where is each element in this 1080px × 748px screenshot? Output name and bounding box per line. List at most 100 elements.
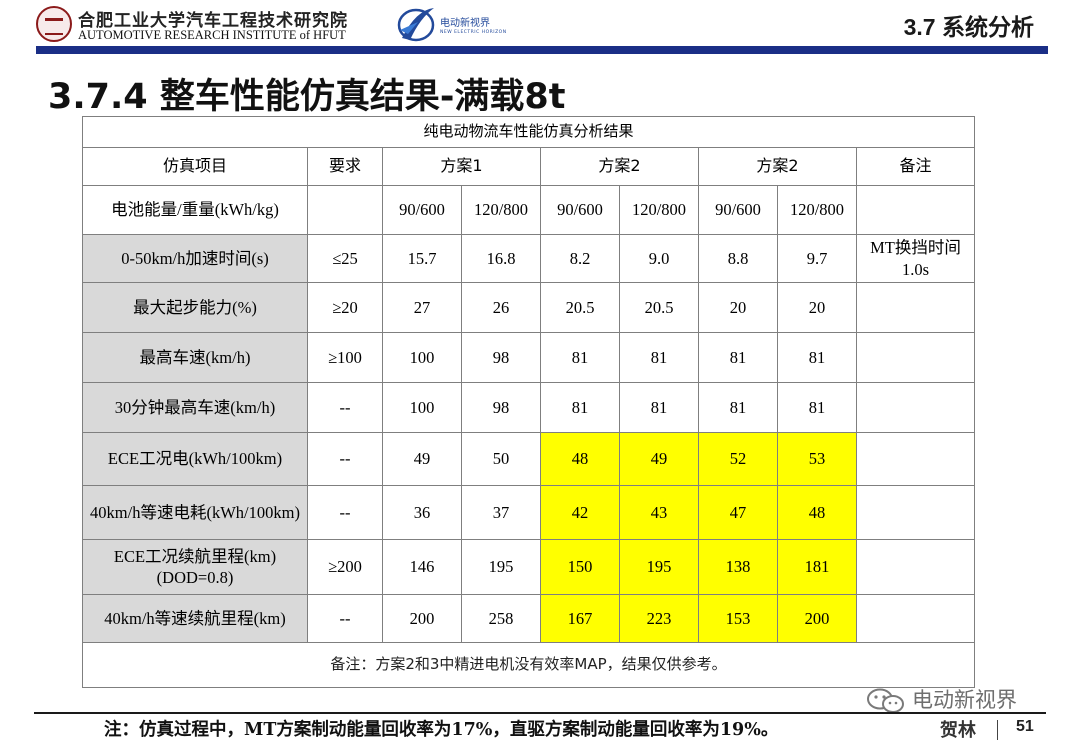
- value-cell: 100: [382, 332, 462, 383]
- value-cell: 9.0: [619, 234, 699, 283]
- value-cell: 48: [777, 485, 857, 540]
- value-cell: 81: [540, 382, 620, 433]
- row-label: ECE工况续航里程(km)(DOD=0.8): [82, 539, 308, 595]
- brand-logo: 电动新视界 NEW ELECTRIC HORIZON: [394, 4, 514, 48]
- value-cell: 42: [540, 485, 620, 540]
- battery-config-cell: 90/600: [382, 185, 462, 235]
- table-row: 40km/h等速电耗(kWh/100km) -- 36 37 42 43 47 48: [82, 485, 975, 540]
- remark-cell: [856, 382, 975, 433]
- battery-config-cell: 120/800: [777, 185, 857, 235]
- battery-config-cell: 90/600: [540, 185, 620, 235]
- value-cell: 20.5: [540, 282, 620, 333]
- value-cell: 50: [461, 432, 541, 486]
- header-rule: [36, 46, 1048, 54]
- footer-separator: [997, 720, 998, 740]
- value-cell: 36: [382, 485, 462, 540]
- requirement-cell: ≥100: [307, 332, 383, 383]
- value-cell: 43: [619, 485, 699, 540]
- remark-cell: [856, 282, 975, 333]
- value-cell: 150: [540, 539, 620, 595]
- remark-cell: [856, 332, 975, 383]
- column-header-item: 仿真项目: [82, 147, 308, 186]
- brand-name-en: NEW ELECTRIC HORIZON: [440, 30, 507, 35]
- requirement-cell: --: [307, 485, 383, 540]
- section-title: 3.7 系统分析: [903, 14, 1034, 40]
- author-name: 贺林: [940, 720, 976, 741]
- battery-row-remark: [856, 185, 975, 235]
- requirement-cell: ≥20: [307, 282, 383, 333]
- row-label: 40km/h等速续航里程(km): [82, 594, 308, 643]
- remark-cell: MT换挡时间1.0s: [856, 234, 975, 283]
- row-label: 最大起步能力(%): [82, 282, 308, 333]
- row-label: 最高车速(km/h): [82, 332, 308, 383]
- battery-config-cell: 90/600: [698, 185, 778, 235]
- column-header-remark: 备注: [856, 147, 975, 186]
- row-label: 0-50km/h加速时间(s): [82, 234, 308, 283]
- page-title: 3.7.4 整车性能仿真结果-满载8t: [48, 77, 566, 117]
- remark-cell: [856, 539, 975, 595]
- value-cell: 200: [382, 594, 462, 643]
- value-cell: 195: [619, 539, 699, 595]
- brand-name-cn: 电动新视界: [440, 18, 490, 29]
- battery-config-cell: 120/800: [619, 185, 699, 235]
- requirement-cell: ≥200: [307, 539, 383, 595]
- footer-rule: [34, 712, 1046, 714]
- value-cell: 153: [698, 594, 778, 643]
- column-header-plan3: 方案2: [698, 147, 857, 186]
- value-cell: 181: [777, 539, 857, 595]
- remark-cell: [856, 485, 975, 540]
- value-cell: 146: [382, 539, 462, 595]
- institute-name-en: AUTOMOTIVE RESEARCH INSTITUTE of HFUT: [78, 28, 346, 42]
- column-header-plan2: 方案2: [540, 147, 699, 186]
- institute-logo: 合肥工业大学汽车工程技术研究院 AUTOMOTIVE RESEARCH INST…: [36, 4, 396, 48]
- swirl-logo-icon: [397, 8, 435, 42]
- column-header-requirement: 要求: [307, 147, 383, 186]
- value-cell: 16.8: [461, 234, 541, 283]
- value-cell: 8.2: [540, 234, 620, 283]
- value-cell: 167: [540, 594, 620, 643]
- value-cell: 49: [619, 432, 699, 486]
- battery-row-requirement: [307, 185, 383, 235]
- value-cell: 47: [698, 485, 778, 540]
- row-label: 30分钟最高车速(km/h): [82, 382, 308, 433]
- wechat-icon: [867, 688, 904, 713]
- value-cell: 195: [461, 539, 541, 595]
- value-cell: 98: [461, 382, 541, 433]
- value-cell: 138: [698, 539, 778, 595]
- requirement-cell: --: [307, 432, 383, 486]
- table-row: 40km/h等速续航里程(km) -- 200 258 167 223 153 200: [82, 594, 975, 643]
- watermark-text: 电动新视界: [912, 688, 1017, 712]
- value-cell: 81: [777, 382, 857, 433]
- table-row: 最大起步能力(%) ≥20 27 26 20.5 20.5 20 20: [82, 282, 975, 333]
- remark-cell: [856, 594, 975, 643]
- value-cell: 20: [698, 282, 778, 333]
- value-cell: 37: [461, 485, 541, 540]
- table-row: ECE工况续航里程(km)(DOD=0.8) ≥200 146 195 150 195 13…: [82, 539, 975, 595]
- value-cell: 49: [382, 432, 462, 486]
- value-cell: 8.8: [698, 234, 778, 283]
- value-cell: 81: [540, 332, 620, 383]
- column-header-plan1: 方案1: [382, 147, 541, 186]
- value-cell: 81: [619, 382, 699, 433]
- value-cell: 81: [777, 332, 857, 383]
- table-note: 备注：方案2和3中精进电机没有效率MAP，结果仅供参考。: [82, 642, 975, 688]
- value-cell: 98: [461, 332, 541, 383]
- value-cell: 15.7: [382, 234, 462, 283]
- requirement-cell: --: [307, 382, 383, 433]
- requirement-cell: --: [307, 594, 383, 643]
- value-cell: 53: [777, 432, 857, 486]
- row-label: ECE工况电(kWh/100km): [82, 432, 308, 486]
- value-cell: 258: [461, 594, 541, 643]
- results-table: 纯电动物流车性能仿真分析结果 仿真项目 要求 方案1 方案2 方案2 备注 电池…: [82, 116, 975, 688]
- value-cell: 81: [619, 332, 699, 383]
- value-cell: 100: [382, 382, 462, 433]
- table-row: 最高车速(km/h) ≥100 100 98 81 81 81 81: [82, 332, 975, 383]
- battery-config-cell: 120/800: [461, 185, 541, 235]
- wechat-watermark: 电动新视界: [866, 684, 1066, 714]
- value-cell: 200: [777, 594, 857, 643]
- value-cell: 223: [619, 594, 699, 643]
- page-number: 51: [1016, 718, 1034, 735]
- value-cell: 9.7: [777, 234, 857, 283]
- requirement-cell: ≤25: [307, 234, 383, 283]
- value-cell: 20: [777, 282, 857, 333]
